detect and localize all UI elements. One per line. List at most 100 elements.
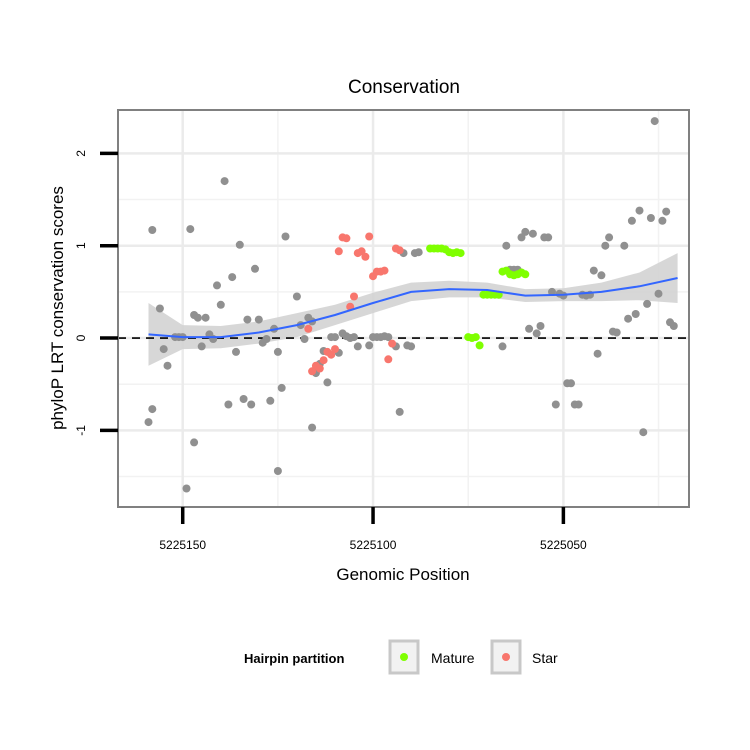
data-point-star xyxy=(388,339,397,348)
data-point-other xyxy=(163,361,172,370)
data-point-other xyxy=(308,423,317,432)
data-point-other xyxy=(262,335,271,343)
data-point-other xyxy=(624,314,633,323)
data-point-star xyxy=(365,232,374,241)
data-points xyxy=(144,117,678,493)
data-point-other xyxy=(395,407,404,416)
data-point-other xyxy=(292,292,301,301)
data-point-star xyxy=(380,266,389,275)
data-point-other xyxy=(536,322,545,330)
data-point-other xyxy=(532,329,541,338)
data-point-star xyxy=(350,292,358,301)
data-point-other xyxy=(646,214,655,222)
data-point-other xyxy=(498,342,507,351)
data-point-mature xyxy=(521,270,530,279)
plot-panel xyxy=(117,109,690,508)
data-point-other xyxy=(589,266,598,275)
legend-swatch-star xyxy=(502,653,510,661)
data-point-other xyxy=(182,484,191,493)
data-point-other xyxy=(627,216,636,225)
smooth-trend-line xyxy=(148,277,678,339)
legend-swatch-mature xyxy=(400,653,408,661)
data-point-star xyxy=(308,367,317,376)
data-point-other xyxy=(201,313,210,322)
legend: Hairpin partition Mature Star xyxy=(244,639,558,675)
data-point-other xyxy=(353,342,362,351)
data-point-other xyxy=(273,347,282,356)
data-point-other xyxy=(338,329,347,338)
data-point-other xyxy=(213,281,221,290)
data-point-star xyxy=(384,355,393,364)
data-point-other xyxy=(650,117,659,126)
data-point-other xyxy=(243,315,252,324)
y-tick-label: -1 xyxy=(74,425,88,436)
data-point-other xyxy=(144,418,153,427)
data-point-other xyxy=(251,264,259,273)
data-point-other xyxy=(612,328,621,337)
data-point-other xyxy=(346,334,355,342)
data-point-other xyxy=(521,227,530,236)
series-other xyxy=(144,117,678,493)
x-tick-label: 5225150 xyxy=(159,538,206,552)
data-point-star xyxy=(334,247,343,256)
data-point-other xyxy=(643,299,652,308)
x-axis-title: Genomic Position xyxy=(336,565,469,584)
data-point-other xyxy=(601,241,610,250)
data-point-star xyxy=(327,350,336,359)
data-point-other xyxy=(247,400,256,409)
data-point-other xyxy=(266,396,275,405)
data-point-mature xyxy=(471,333,480,342)
data-point-other xyxy=(197,342,206,351)
panel-background xyxy=(118,110,689,507)
data-point-other xyxy=(155,304,164,313)
data-point-other xyxy=(525,324,534,333)
data-point-star xyxy=(342,234,351,243)
data-point-other xyxy=(159,345,168,354)
data-point-other xyxy=(235,240,244,249)
data-point-other xyxy=(414,248,423,257)
data-point-other xyxy=(186,225,195,234)
y-tick-label: 0 xyxy=(74,334,88,341)
data-point-other xyxy=(528,229,537,238)
legend-title: Hairpin partition xyxy=(244,651,344,666)
data-point-other xyxy=(281,232,290,241)
data-point-other xyxy=(407,342,416,351)
data-point-other xyxy=(239,395,248,403)
data-point-other xyxy=(548,287,556,296)
panel-border xyxy=(117,109,690,508)
series-mature xyxy=(426,244,530,350)
data-point-other xyxy=(669,322,678,330)
x-axis: 5225150 5225100 5225050 xyxy=(159,507,587,552)
legend-label-mature: Mature xyxy=(431,650,475,666)
y-axis: -1 0 1 2 xyxy=(74,150,118,436)
data-point-other xyxy=(331,333,339,342)
data-point-other xyxy=(654,289,663,298)
legend-label-star: Star xyxy=(532,650,558,666)
data-point-other xyxy=(593,349,602,358)
data-point-other xyxy=(544,233,553,242)
data-point-star xyxy=(331,345,339,354)
series-star xyxy=(304,232,404,376)
data-point-other xyxy=(148,405,157,414)
chart-title: Conservation xyxy=(348,77,460,98)
data-point-star xyxy=(361,252,370,261)
data-point-other xyxy=(193,313,202,322)
data-point-other xyxy=(216,300,225,309)
data-point-other xyxy=(662,207,671,216)
data-point-other xyxy=(254,315,263,324)
data-point-other xyxy=(300,335,309,343)
data-point-other xyxy=(224,400,233,409)
data-point-other xyxy=(639,428,648,437)
data-point-other xyxy=(277,383,286,392)
data-point-mature xyxy=(456,249,465,258)
data-point-other xyxy=(220,177,229,186)
data-point-other xyxy=(502,241,511,250)
data-point-other xyxy=(574,400,583,409)
data-point-other xyxy=(658,216,667,225)
data-point-mature xyxy=(475,341,484,350)
data-point-other xyxy=(597,271,606,280)
y-tick-label: 1 xyxy=(74,242,88,249)
x-tick-label: 5225100 xyxy=(350,538,397,552)
data-point-other xyxy=(323,378,332,387)
